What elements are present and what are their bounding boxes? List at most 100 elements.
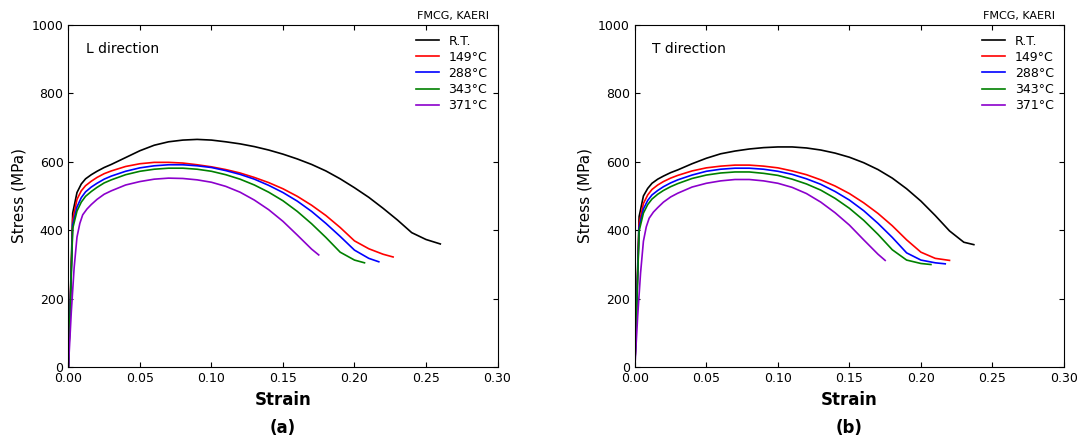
R.T.: [771, 144, 784, 150]
371°C: [176, 176, 189, 181]
343°C: [628, 365, 641, 370]
343°C: [305, 221, 318, 226]
288°C: [148, 163, 161, 168]
343°C: [133, 168, 146, 174]
371°C: [757, 178, 770, 184]
R.T.: [714, 151, 727, 156]
288°C: [915, 257, 928, 263]
288°C: [829, 189, 842, 194]
288°C: [785, 172, 798, 177]
288°C: [348, 247, 362, 253]
149°C: [205, 164, 218, 169]
R.T.: [363, 194, 376, 200]
288°C: [119, 168, 132, 174]
149°C: [829, 183, 842, 189]
343°C: [277, 198, 290, 203]
R.T.: [62, 365, 75, 370]
343°C: [248, 182, 261, 188]
149°C: [815, 177, 828, 182]
343°C: [785, 177, 798, 182]
R.T.: [729, 148, 742, 154]
371°C: [277, 219, 290, 224]
288°C: [363, 256, 376, 261]
343°C: [176, 165, 189, 171]
371°C: [219, 184, 232, 189]
149°C: [843, 191, 856, 196]
343°C: [191, 167, 204, 172]
149°C: [387, 254, 400, 260]
R.T.: [967, 242, 980, 247]
371°C: [632, 313, 645, 319]
R.T.: [277, 151, 290, 157]
149°C: [729, 163, 742, 168]
288°C: [939, 261, 952, 267]
288°C: [219, 168, 232, 173]
343°C: [743, 169, 756, 175]
149°C: [348, 238, 362, 244]
R.T.: [85, 172, 98, 177]
371°C: [133, 179, 146, 184]
343°C: [757, 171, 770, 176]
R.T.: [133, 148, 146, 153]
149°C: [771, 165, 784, 171]
343°C: [871, 232, 884, 237]
343°C: [358, 260, 371, 266]
149°C: [119, 164, 132, 169]
371°C: [879, 258, 892, 263]
371°C: [248, 198, 261, 203]
288°C: [277, 190, 290, 195]
343°C: [319, 235, 332, 240]
R.T.: [405, 230, 418, 235]
R.T.: [191, 137, 204, 142]
288°C: [633, 225, 646, 230]
343°C: [815, 187, 828, 193]
149°C: [377, 251, 390, 257]
Line: 371°C: 371°C: [635, 180, 885, 367]
R.T.: [646, 181, 659, 186]
371°C: [291, 233, 304, 238]
371°C: [68, 265, 81, 271]
343°C: [671, 181, 684, 186]
343°C: [633, 228, 646, 233]
149°C: [85, 179, 98, 184]
343°C: [66, 226, 79, 231]
R.T.: [71, 190, 84, 195]
149°C: [191, 162, 204, 168]
288°C: [319, 221, 332, 226]
371°C: [262, 207, 276, 212]
371°C: [85, 202, 98, 207]
288°C: [901, 250, 914, 255]
149°C: [233, 170, 246, 176]
149°C: [176, 160, 189, 166]
149°C: [915, 250, 928, 255]
149°C: [305, 202, 318, 208]
288°C: [815, 181, 828, 187]
149°C: [743, 163, 756, 168]
R.T.: [233, 141, 246, 146]
149°C: [333, 225, 346, 230]
288°C: [191, 163, 204, 168]
343°C: [729, 169, 742, 175]
288°C: [372, 259, 386, 264]
R.T.: [79, 176, 93, 181]
343°C: [771, 173, 784, 178]
288°C: [162, 162, 175, 168]
R.T.: [419, 237, 432, 242]
R.T.: [262, 147, 276, 153]
149°C: [319, 213, 332, 218]
Line: 288°C: 288°C: [635, 168, 945, 367]
371°C: [857, 237, 870, 242]
R.T.: [319, 168, 332, 174]
371°C: [647, 209, 660, 215]
288°C: [71, 204, 84, 210]
371°C: [664, 194, 677, 200]
288°C: [651, 188, 664, 193]
371°C: [71, 234, 84, 240]
288°C: [800, 176, 813, 181]
R.T.: [98, 165, 111, 170]
R.T.: [943, 228, 956, 233]
Line: 371°C: 371°C: [69, 178, 319, 367]
371°C: [771, 181, 784, 186]
R.T.: [291, 156, 304, 162]
R.T.: [633, 214, 646, 219]
